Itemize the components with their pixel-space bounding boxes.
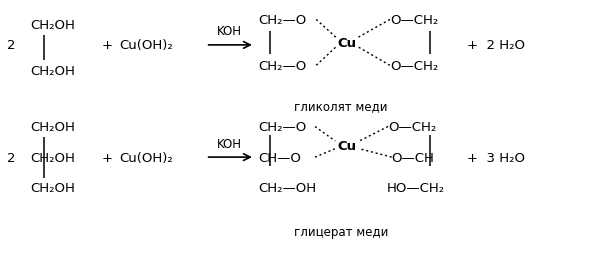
- Text: глицерат меди: глицерат меди: [293, 225, 388, 237]
- Text: CH₂—O: CH₂—O: [258, 14, 306, 27]
- Text: CH₂OH: CH₂OH: [31, 182, 76, 194]
- Text: +  2 H₂O: + 2 H₂O: [467, 39, 524, 52]
- Text: +: +: [101, 151, 112, 164]
- Text: CH₂—OH: CH₂—OH: [258, 182, 316, 194]
- Text: 2: 2: [7, 39, 16, 52]
- Text: +  3 H₂O: + 3 H₂O: [467, 151, 524, 164]
- Text: KOH: KOH: [217, 25, 241, 38]
- Text: HO—CH₂: HO—CH₂: [387, 182, 445, 194]
- Text: CH₂OH: CH₂OH: [31, 121, 76, 133]
- Text: CH₂—O: CH₂—O: [258, 60, 306, 72]
- Text: CH₂OH: CH₂OH: [31, 19, 76, 32]
- Text: O—CH₂: O—CH₂: [390, 14, 438, 27]
- Text: гликолят меди: гликолят меди: [294, 100, 387, 113]
- Text: Cu(OH)₂: Cu(OH)₂: [120, 151, 174, 164]
- Text: CH₂—O: CH₂—O: [258, 121, 306, 133]
- Text: Cu: Cu: [337, 140, 357, 152]
- Text: CH₂OH: CH₂OH: [31, 151, 76, 164]
- Text: Cu: Cu: [337, 37, 357, 50]
- Text: KOH: KOH: [217, 137, 241, 150]
- Text: CH₂OH: CH₂OH: [31, 65, 76, 77]
- Text: CH—O: CH—O: [258, 151, 301, 164]
- Text: O—CH₂: O—CH₂: [390, 60, 438, 72]
- Text: O—CH: O—CH: [392, 151, 435, 164]
- Text: +: +: [101, 39, 112, 52]
- Text: Cu(OH)₂: Cu(OH)₂: [120, 39, 174, 52]
- Text: 2: 2: [7, 151, 16, 164]
- Text: O—CH₂: O—CH₂: [388, 121, 437, 133]
